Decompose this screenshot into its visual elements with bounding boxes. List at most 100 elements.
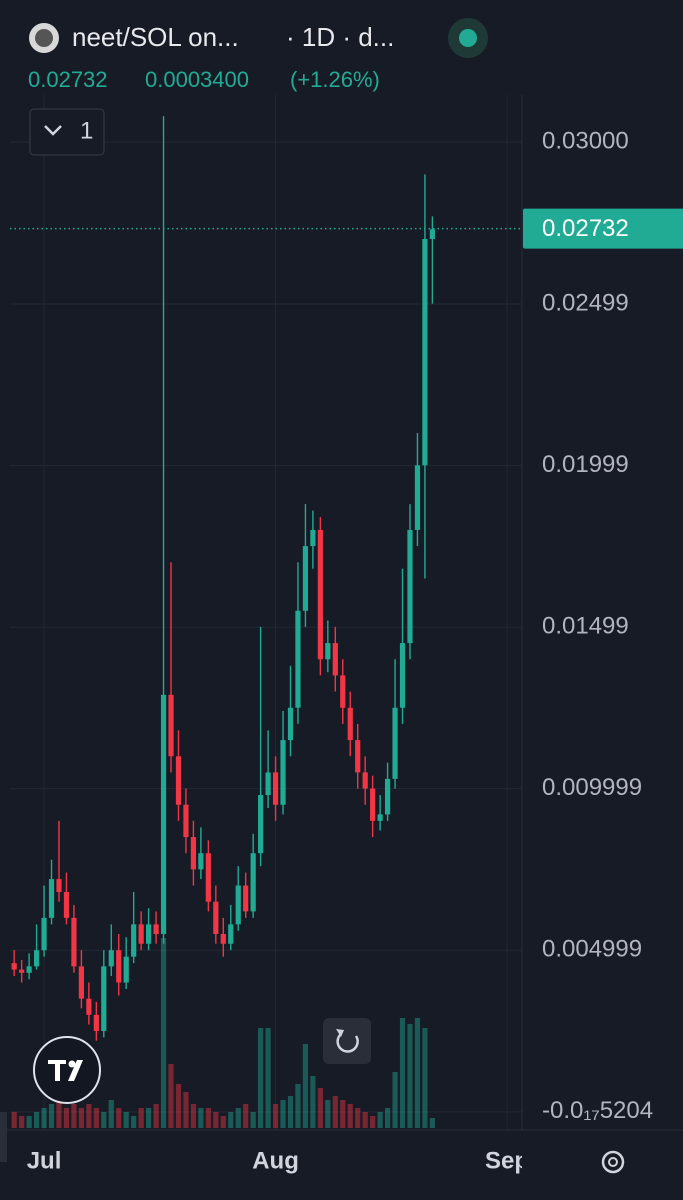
volume-bar [116, 1108, 122, 1128]
indicator-toggle[interactable] [29, 108, 105, 156]
scroll-handle[interactable] [0, 1112, 7, 1162]
candle-body [243, 885, 249, 912]
candle-body [392, 707, 398, 779]
volume-bar [213, 1112, 219, 1128]
interval[interactable]: · 1D · d... [286, 22, 394, 52]
volume-layer [11, 938, 435, 1128]
volume-bar [280, 1100, 286, 1128]
candle-body [295, 610, 301, 708]
candle-body [190, 837, 197, 870]
candle-body [384, 778, 391, 815]
volume-bar [63, 1108, 70, 1128]
candle-body [33, 950, 40, 967]
candle-body [175, 756, 182, 805]
candle-body [325, 643, 331, 660]
volume-bar [146, 1108, 152, 1128]
volume-bar [295, 1084, 301, 1128]
volume-bar [138, 1108, 144, 1128]
candle-body [108, 950, 114, 967]
candle-body [340, 675, 346, 708]
volume-bar [228, 1112, 234, 1128]
y-tick-label: 0.004999 [542, 936, 642, 963]
volume-bar [384, 1108, 391, 1128]
candle-body [19, 969, 25, 973]
volume-bar [198, 1108, 204, 1128]
candle-body [86, 998, 92, 1015]
change-pct: (+1.26%) [290, 67, 380, 92]
reset-button[interactable] [323, 1018, 371, 1064]
volume-bar [33, 1112, 40, 1128]
y-tick-label: -0.0₁₇5204 [542, 1097, 653, 1124]
y-tick-label: 0.009999 [542, 774, 642, 801]
candle-body [93, 1014, 99, 1032]
candle-body [78, 966, 84, 999]
volume-bar [175, 1084, 182, 1128]
volume-bar [168, 1064, 174, 1128]
volume-bar [362, 1112, 368, 1128]
volume-bar [19, 1116, 25, 1128]
candle-body [48, 879, 55, 918]
volume-bar [123, 1112, 129, 1128]
volume-bar [153, 1104, 159, 1128]
candle-body [429, 229, 435, 240]
last-price-box [523, 208, 683, 249]
symbol[interactable]: neet/SOL on... [72, 22, 239, 52]
volume-bar [302, 1044, 309, 1128]
reset-icon-arrow [336, 1029, 344, 1037]
candle-body [71, 917, 77, 967]
volume-bar [429, 1118, 435, 1128]
candle-body [287, 707, 294, 741]
volume-bar [101, 1112, 107, 1128]
volume-bar [370, 1116, 376, 1128]
candle-body [332, 643, 338, 676]
y-tick-label: 0.03000 [542, 127, 629, 154]
volume-bar [250, 1112, 256, 1128]
volume-bar [190, 1104, 197, 1128]
volume-bar [287, 1096, 294, 1128]
candle-body [153, 924, 159, 935]
candle-body [377, 814, 383, 821]
logo-mark [48, 1060, 83, 1081]
candle-layer [11, 116, 435, 1041]
settings-icon[interactable] [601, 1150, 625, 1174]
volume-bar [325, 1100, 331, 1128]
candle-body [414, 465, 421, 530]
y-tick-label: 0.02499 [542, 289, 629, 316]
volume-bar [310, 1076, 316, 1128]
volume-bar [86, 1104, 92, 1128]
candle-body [422, 239, 428, 466]
candle-body [26, 966, 32, 973]
candle-body [198, 853, 204, 870]
reset-icon [336, 1033, 359, 1053]
logo[interactable] [33, 1036, 101, 1104]
last-price: 0.02732 [10, 208, 683, 249]
volume-bar [332, 1096, 338, 1128]
volume-bar [78, 1108, 84, 1128]
volume-bar [422, 1028, 428, 1128]
y-tick-label: 0.01499 [542, 613, 629, 640]
status-dot [459, 29, 477, 47]
x-axis: Jul Aug Sep [27, 1147, 522, 1174]
candle-body [220, 934, 226, 944]
candle-body [302, 546, 309, 611]
x-tick-label: Aug [252, 1147, 299, 1174]
volume-bar [243, 1104, 249, 1128]
volume-bar [108, 1100, 114, 1128]
volume-bar [93, 1108, 99, 1128]
candle-body [11, 963, 17, 970]
candle-body [258, 795, 264, 854]
candle-body [347, 707, 353, 741]
y-axis: 0.03000 0.02499 0.01999 0.01499 0.009999 0.00… [542, 127, 653, 1124]
indicator-count[interactable]: 1 [80, 117, 93, 144]
candle-body [168, 694, 174, 757]
volume-bar [347, 1104, 353, 1128]
volume-bar [272, 1104, 279, 1128]
candle-body [265, 772, 271, 796]
grid [10, 95, 522, 1130]
volume-bar [183, 1092, 189, 1128]
volume-bar [235, 1108, 241, 1128]
volume-bar [160, 938, 167, 1128]
candle-body [116, 950, 122, 983]
candle-body [310, 529, 316, 547]
